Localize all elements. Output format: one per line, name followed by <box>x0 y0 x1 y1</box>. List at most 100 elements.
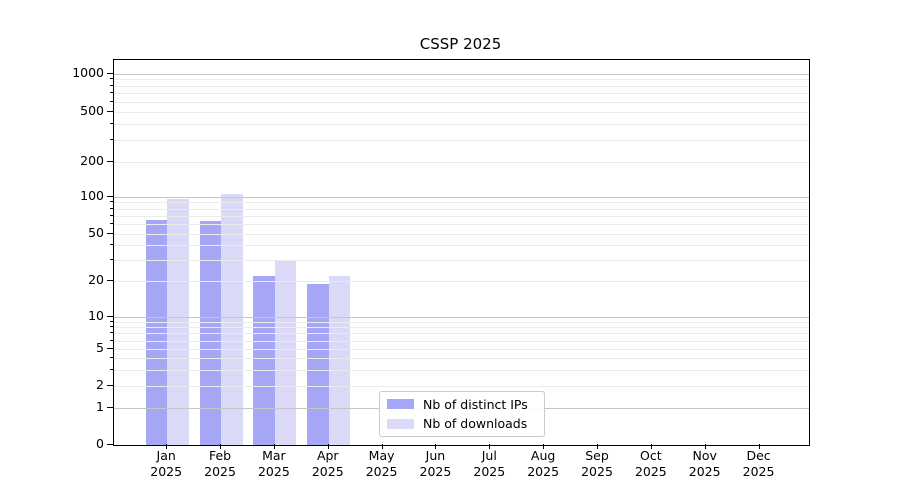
y-axis-tick <box>106 385 113 386</box>
x-axis-tick <box>758 443 760 449</box>
minor-gridline <box>114 245 809 247</box>
minor-gridline <box>114 386 809 387</box>
bar <box>221 194 243 445</box>
x-axis-tick-label: Jul 2025 <box>473 448 506 479</box>
major-gridline <box>114 73 809 75</box>
y-axis-tick-label: 200 <box>80 153 104 168</box>
bar <box>253 276 275 445</box>
minor-gridline <box>114 358 809 359</box>
x-axis-tick-label: Mar 2025 <box>257 448 290 479</box>
minor-gridline <box>114 162 809 163</box>
y-axis-tick <box>106 407 113 408</box>
bar <box>145 219 168 445</box>
x-axis-tick <box>327 443 329 449</box>
legend-label-distinct-ips: Nb of distinct IPs <box>423 396 528 412</box>
y-axis-minor-tick <box>109 223 113 225</box>
x-axis-tick-label: Feb 2025 <box>204 448 236 479</box>
y-axis-tick <box>106 111 113 112</box>
y-axis-minor-tick <box>109 92 113 94</box>
x-axis-tick <box>166 443 168 449</box>
y-axis-minor-tick <box>109 332 113 334</box>
x-axis-tick <box>435 443 437 449</box>
x-axis-tick <box>704 443 706 449</box>
minor-gridline <box>114 321 809 323</box>
minor-gridline <box>114 202 809 204</box>
x-axis-tick <box>489 443 491 449</box>
y-axis-tick-label: 100 <box>80 187 104 203</box>
legend: Nb of distinct IPs Nb of downloads <box>379 391 545 437</box>
x-axis-tick-label: Apr 2025 <box>311 448 344 479</box>
y-axis-minor-tick <box>109 207 113 209</box>
minor-gridline <box>114 101 809 103</box>
y-axis-tick-label: 1 <box>96 399 104 414</box>
y-axis-tick <box>106 195 113 197</box>
y-axis-tick <box>106 233 113 234</box>
minor-gridline <box>114 234 809 235</box>
legend-swatch-distinct-ips <box>387 399 414 410</box>
legend-item-downloads: Nb of downloads <box>387 416 544 431</box>
y-axis-tick-label: 2 <box>96 377 104 392</box>
y-axis-tick-label: 0 <box>96 435 104 451</box>
y-axis-minor-tick <box>109 123 113 125</box>
minor-gridline <box>114 349 809 350</box>
y-axis-minor-tick <box>109 244 113 246</box>
y-axis-minor-tick <box>109 138 113 140</box>
bar <box>328 276 351 445</box>
x-axis-tick <box>220 443 222 449</box>
minor-gridline <box>114 340 809 342</box>
bar <box>199 220 222 445</box>
y-axis-minor-tick <box>109 320 113 322</box>
x-axis-tick <box>650 443 652 449</box>
minor-gridline <box>114 224 809 226</box>
minor-gridline <box>114 281 809 282</box>
minor-gridline <box>114 139 809 141</box>
x-axis-tick-label: Aug 2025 <box>527 448 560 479</box>
x-axis-tick <box>597 443 598 449</box>
y-axis-tick <box>106 348 113 349</box>
y-axis-tick <box>106 280 113 281</box>
y-axis-minor-tick <box>109 339 113 341</box>
y-axis-tick-label: 500 <box>80 103 104 118</box>
y-axis-minor-tick <box>109 326 113 328</box>
minor-gridline <box>114 260 809 262</box>
y-axis-minor-tick <box>109 368 113 370</box>
x-axis-tick <box>381 443 383 449</box>
x-axis-tick-label: Nov 2025 <box>688 448 721 479</box>
x-axis-tick <box>543 443 545 449</box>
x-axis-tick <box>273 443 275 449</box>
x-axis-tick-label: Oct 2025 <box>634 448 667 479</box>
minor-gridline <box>114 93 809 95</box>
y-axis-tick-label: 50 <box>88 225 104 240</box>
x-axis-tick-label: Jun 2025 <box>419 448 452 479</box>
legend-item-distinct-ips: Nb of distinct IPs <box>387 397 544 412</box>
x-axis-tick-label: Dec 2025 <box>742 448 775 479</box>
y-axis-minor-tick <box>109 259 113 261</box>
minor-gridline <box>114 79 809 81</box>
y-axis-minor-tick <box>109 214 113 216</box>
minor-gridline <box>114 215 809 217</box>
minor-gridline <box>114 85 809 87</box>
major-gridline <box>114 317 809 318</box>
minor-gridline <box>114 369 809 371</box>
minor-gridline <box>114 327 809 329</box>
chart-title: CSSP 2025 <box>419 35 502 53</box>
bar <box>307 283 329 445</box>
y-axis-minor-tick <box>109 201 113 203</box>
y-axis-tick-label: 1000 <box>72 64 104 80</box>
minor-gridline <box>114 333 809 335</box>
y-axis-minor-tick <box>109 84 113 86</box>
bar <box>167 198 189 445</box>
legend-swatch-downloads <box>387 418 414 429</box>
y-axis-tick <box>106 161 113 162</box>
y-axis-minor-tick <box>109 78 113 80</box>
minor-gridline <box>114 208 809 210</box>
legend-label-downloads: Nb of downloads <box>423 416 528 432</box>
bar <box>274 260 297 445</box>
y-axis-tick-label: 5 <box>96 340 104 355</box>
minor-gridline <box>114 112 809 113</box>
x-axis-tick-label: May 2025 <box>365 448 398 479</box>
major-gridline <box>114 196 809 198</box>
x-axis-tick-label: Sep 2025 <box>581 448 613 479</box>
minor-gridline <box>114 124 809 126</box>
